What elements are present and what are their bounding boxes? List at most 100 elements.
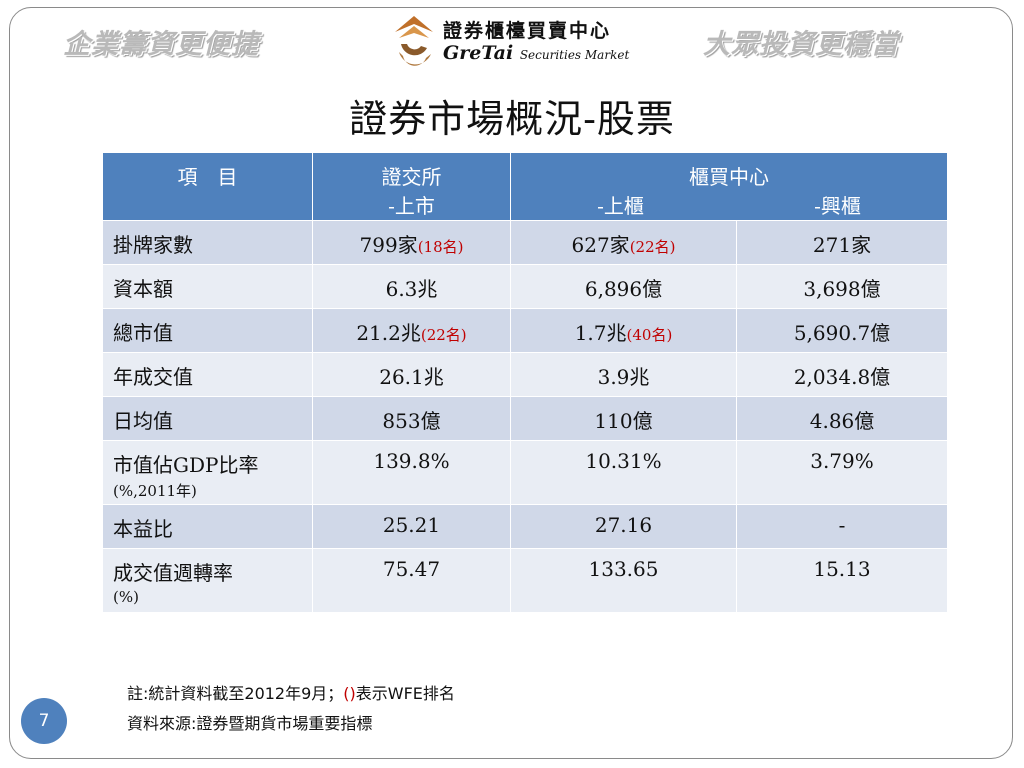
item-note: (%) bbox=[113, 588, 139, 606]
cell-value: - bbox=[838, 513, 846, 537]
cell-value: 日均值 bbox=[113, 409, 173, 433]
cell-value: 799家 bbox=[359, 233, 418, 257]
wfe-rank: (22名) bbox=[420, 326, 467, 344]
footnote-source: 資料來源:證券暨期貨市場重要指標 bbox=[127, 714, 373, 733]
cell-emerging: - bbox=[736, 504, 948, 549]
wfe-rank: (18名) bbox=[417, 238, 464, 256]
footnote-rank-text: 表示WFE排名 bbox=[355, 684, 455, 703]
cell-twse: 21.2兆(22名) bbox=[312, 308, 511, 353]
table-row: 本益比 25.21 27.16 - bbox=[102, 504, 948, 549]
cell-value: 26.1兆 bbox=[379, 365, 444, 389]
header-gretai: 櫃買中心 -上櫃 -興櫃 bbox=[510, 152, 948, 221]
cell-value: 2,034.8億 bbox=[793, 365, 891, 389]
cell-value: 27.16 bbox=[594, 513, 653, 537]
cell-value: 年成交值 bbox=[113, 365, 193, 389]
cell-item: 總市值 bbox=[102, 308, 313, 353]
cell-twse: 75.47 bbox=[312, 548, 511, 613]
cell-emerging: 5,690.7億 bbox=[736, 308, 948, 353]
table-row: 年成交值 26.1兆 3.9兆 2,034.8億 bbox=[102, 352, 948, 397]
gretai-logo: 證券櫃檯買賣中心 GreTai Securities Market bbox=[393, 10, 633, 72]
cell-otc: 3.9兆 bbox=[510, 352, 737, 397]
header-otc-sub: -上櫃 bbox=[597, 194, 644, 218]
cell-emerging: 15.13 bbox=[736, 548, 948, 613]
cell-twse: 26.1兆 bbox=[312, 352, 511, 397]
wfe-rank: (40名) bbox=[626, 326, 673, 344]
item-note: (%,2011年) bbox=[113, 482, 197, 500]
cell-item: 成交值週轉率 (%) bbox=[102, 548, 313, 613]
cell-value: 3,698億 bbox=[803, 277, 881, 301]
slogan-right: 大眾投資更穩當 bbox=[703, 29, 899, 60]
cell-value: 市值佔GDP比率 bbox=[113, 453, 259, 477]
cell-value: 掛牌家數 bbox=[113, 233, 193, 257]
header-gretai-subs: -上櫃 -興櫃 bbox=[512, 190, 946, 219]
footnotes: 註:統計資料截至2012年9月；()表示WFE排名 資料來源:證券暨期貨市場重要… bbox=[127, 680, 455, 740]
table-row: 資本額 6.3兆 6,896億 3,698億 bbox=[102, 264, 948, 309]
cell-value: 6.3兆 bbox=[385, 277, 438, 301]
cell-value: 75.47 bbox=[382, 557, 441, 581]
slide-frame bbox=[9, 7, 1013, 759]
cell-emerging: 2,034.8億 bbox=[736, 352, 948, 397]
cell-otc: 1.7兆(40名) bbox=[510, 308, 737, 353]
cell-value: 3.79% bbox=[810, 449, 874, 473]
header-item: 項 目 bbox=[102, 152, 313, 221]
cell-otc: 6,896億 bbox=[510, 264, 737, 309]
page-title: 證券市場概況-股票 bbox=[349, 97, 675, 141]
wfe-rank: (22名) bbox=[629, 238, 676, 256]
cell-emerging: 4.86億 bbox=[736, 396, 948, 441]
cell-item: 掛牌家數 bbox=[102, 220, 313, 265]
cell-item: 年成交值 bbox=[102, 352, 313, 397]
cell-otc: 627家(22名) bbox=[510, 220, 737, 265]
logo-english-text: GreTai Securities Market bbox=[443, 42, 629, 64]
table-header-row: 項 目 證交所 -上市 櫃買中心 -上櫃 -興櫃 bbox=[102, 152, 948, 221]
table-row: 日均值 853億 110億 4.86億 bbox=[102, 396, 948, 441]
cell-value: 總市值 bbox=[113, 321, 173, 345]
cell-otc: 27.16 bbox=[510, 504, 737, 549]
footnote-date-text: 註:統計資料截至2012年9月； bbox=[127, 684, 344, 703]
cell-value: 本益比 bbox=[113, 517, 173, 541]
cell-twse: 6.3兆 bbox=[312, 264, 511, 309]
cell-value: 139.8% bbox=[373, 449, 450, 473]
logo-en-main: GreTai bbox=[443, 42, 514, 64]
footnote-date: 註:統計資料截至2012年9月；()表示WFE排名 bbox=[127, 680, 455, 710]
cell-value: 6,896億 bbox=[584, 277, 663, 301]
logo-en-sub: Securities Market bbox=[519, 48, 630, 62]
cell-value: 3.9兆 bbox=[597, 365, 650, 389]
cell-emerging: 271家 bbox=[736, 220, 948, 265]
header-item-label: 項 目 bbox=[177, 165, 238, 189]
cell-value: 110億 bbox=[594, 409, 653, 433]
gretai-logo-icon bbox=[395, 16, 433, 66]
cell-value: 10.31% bbox=[585, 449, 662, 473]
cell-value: 853億 bbox=[382, 409, 441, 433]
logo-chinese-text: 證券櫃檯買賣中心 bbox=[443, 20, 612, 42]
cell-twse: 139.8% bbox=[312, 440, 511, 505]
cell-value: 627家 bbox=[571, 233, 630, 257]
cell-twse: 853億 bbox=[312, 396, 511, 441]
table-row: 成交值週轉率 (%) 75.47 133.65 15.13 bbox=[102, 548, 948, 613]
cell-item: 本益比 bbox=[102, 504, 313, 549]
cell-value: 資本額 bbox=[113, 277, 173, 301]
cell-value: 21.2兆 bbox=[356, 321, 421, 345]
cell-otc: 133.65 bbox=[510, 548, 737, 613]
table-row: 市值佔GDP比率 (%,2011年) 139.8% 10.31% 3.79% bbox=[102, 440, 948, 505]
header-twse-label: 證交所 bbox=[381, 165, 442, 189]
table-row: 掛牌家數 799家(18名) 627家(22名) 271家 bbox=[102, 220, 948, 265]
page-number-badge: 7 bbox=[21, 698, 67, 744]
header-twse: 證交所 -上市 bbox=[312, 152, 511, 221]
header-gretai-label: 櫃買中心 bbox=[689, 165, 769, 189]
cell-value: 5,690.7億 bbox=[793, 321, 891, 345]
cell-emerging: 3.79% bbox=[736, 440, 948, 505]
footnote-paren: () bbox=[343, 684, 356, 703]
cell-otc: 10.31% bbox=[510, 440, 737, 505]
cell-value: 15.13 bbox=[813, 557, 871, 581]
cell-item: 市值佔GDP比率 (%,2011年) bbox=[102, 440, 313, 505]
cell-value: 133.65 bbox=[588, 557, 659, 581]
cell-item: 資本額 bbox=[102, 264, 313, 309]
cell-value: 271家 bbox=[812, 233, 872, 257]
cell-otc: 110億 bbox=[510, 396, 737, 441]
cell-twse: 799家(18名) bbox=[312, 220, 511, 265]
cell-item: 日均值 bbox=[102, 396, 313, 441]
cell-value: 25.21 bbox=[382, 513, 441, 537]
cell-emerging: 3,698億 bbox=[736, 264, 948, 309]
cell-value: 1.7兆 bbox=[574, 321, 627, 345]
cell-value: 4.86億 bbox=[809, 409, 875, 433]
